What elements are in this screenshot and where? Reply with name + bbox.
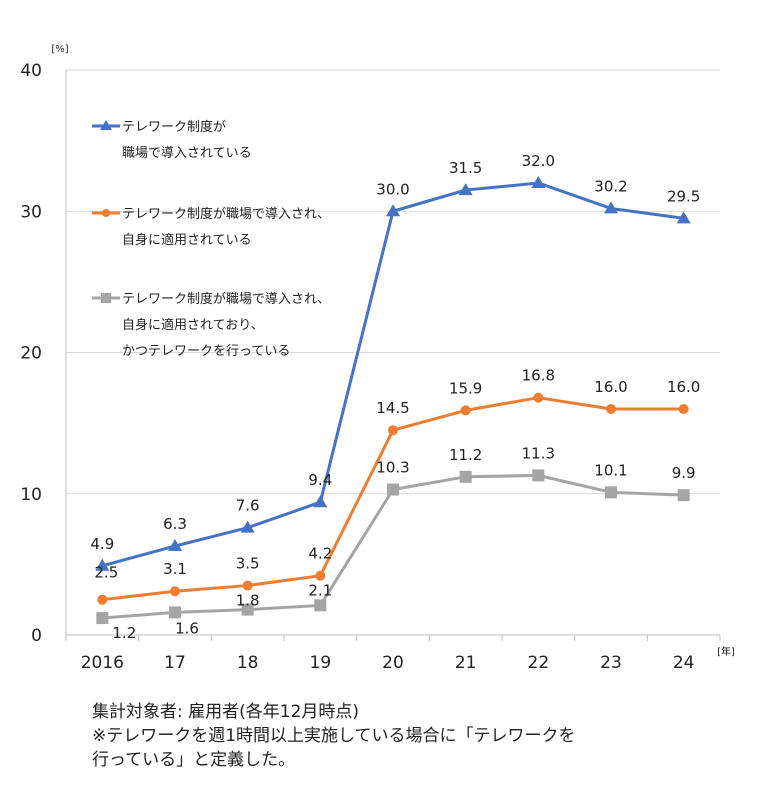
point-marker [101,293,111,303]
data-label: 30.2 [594,177,627,195]
data-label: 6.3 [163,515,187,533]
point-marker [241,603,254,616]
point-marker [97,594,108,605]
point-marker [314,599,327,612]
data-label: 2.1 [308,581,332,599]
data-label: 10.3 [376,459,409,477]
x-tick-label: 21 [455,653,477,673]
y-tick-label: 0 [31,626,42,646]
point-marker [386,204,400,217]
data-label: 10.1 [594,461,627,479]
point-marker [531,176,546,188]
x-tick-label: 22 [528,653,550,673]
legend-label: 自身に適用されている [122,232,252,248]
series-layer: 4.9 6.3 7.6 9.4 30.0 31.5 32.0 30.2 29.5 2.5 3.1 3.… [90,152,700,642]
x-unit-label: [年] [717,645,735,658]
data-label: 29.5 [667,187,700,205]
point-marker [168,539,182,552]
point-marker [240,520,255,533]
point-marker [533,392,544,403]
point-marker [604,201,618,214]
legend-label: テレワーク制度が職場で導入され、 [122,291,330,307]
legend-item-3: テレワーク制度が職場で導入され、自身に適用されており、かつテレワークを行っている [92,291,330,359]
data-label: 1.2 [112,624,136,642]
x-tick-label: 17 [164,653,186,673]
data-label: 1.8 [236,592,260,610]
y-tick-label: 40 [20,61,42,81]
point-marker [313,495,328,508]
point-marker [532,469,545,482]
point-marker [96,612,109,625]
legend-label: テレワーク制度が職場で導入され、 [122,206,330,222]
point-marker [315,570,326,581]
series-2: 2.5 3.1 3.5 4.2 14.5 15.9 16.8 16.0 16.0 [94,367,700,605]
x-tick-label: 2016 [81,653,124,673]
data-label: 1.6 [175,619,199,637]
point-marker [677,489,690,502]
point-marker [169,606,181,619]
series-1: 4.9 6.3 7.6 9.4 30.0 31.5 32.0 30.2 29.5 [90,152,700,571]
data-label: 14.5 [376,399,409,417]
data-label: 31.5 [449,159,482,177]
point-marker [100,120,112,130]
legend-label: 自身に適用されており、 [122,317,264,333]
data-label: 4.2 [308,545,332,563]
y-tick-label: 20 [20,344,42,364]
point-marker [460,405,471,416]
note-line-2: ※テレワークを週1時間以上実施している場合に「テレワークを [92,726,576,746]
data-label: 11.2 [449,446,482,464]
point-marker [242,580,253,591]
data-label: 3.5 [236,555,260,573]
point-marker [458,183,473,196]
data-label: 9.4 [308,471,332,489]
x-tick-label: 20 [382,653,404,673]
note-line-3: 行っている」と定義した。 [92,750,296,770]
point-marker [676,211,691,224]
data-label: 16.8 [522,367,555,385]
x-tick-label: 19 [310,653,332,673]
point-marker [459,470,472,483]
axes: 0 10 20 30 40 2016 17 18 19 20 21 22 23 24 [%] [年] [20,44,735,673]
point-marker [387,483,399,496]
y-tick-label: 10 [20,485,42,505]
legend: テレワーク制度が職場で導入されているテレワーク制度が職場で導入され、自身に適用さ… [92,119,330,359]
legend-label: かつテレワークを行っている [122,344,290,359]
data-label: 15.9 [449,379,482,397]
y-unit-label: [%] [51,44,68,55]
point-marker [606,404,616,414]
legend-item-2: テレワーク制度が職場で導入され、自身に適用されている [92,206,330,248]
note-line-1: 集計対象者: 雇用者(各年12月時点) [92,702,360,722]
data-label: 16.0 [667,378,700,396]
data-label: 32.0 [522,152,555,170]
data-label: 3.1 [163,560,187,578]
point-marker [170,586,180,597]
point-marker [678,404,689,414]
series-3: 1.2 1.6 1.8 2.1 10.3 11.2 11.3 10.1 9.9 [96,444,696,642]
data-label: 16.0 [594,378,627,396]
x-tick-label: 18 [237,653,259,673]
point-marker [605,486,617,499]
y-tick-label: 30 [20,202,42,222]
series-line [102,473,684,620]
data-label: 7.6 [236,497,260,515]
point-marker [388,425,398,436]
data-label: 4.9 [90,535,114,553]
point-marker [102,209,110,217]
legend-label: 職場で導入されている [122,146,252,161]
data-label: 2.5 [94,564,118,582]
legend-label: テレワーク制度が [122,119,226,135]
x-tick-label: 23 [600,653,622,673]
x-tick-label: 24 [673,653,695,673]
point-marker [95,558,110,571]
data-label: 11.3 [522,444,555,462]
data-label: 9.9 [672,464,696,482]
data-label: 30.0 [376,180,409,198]
